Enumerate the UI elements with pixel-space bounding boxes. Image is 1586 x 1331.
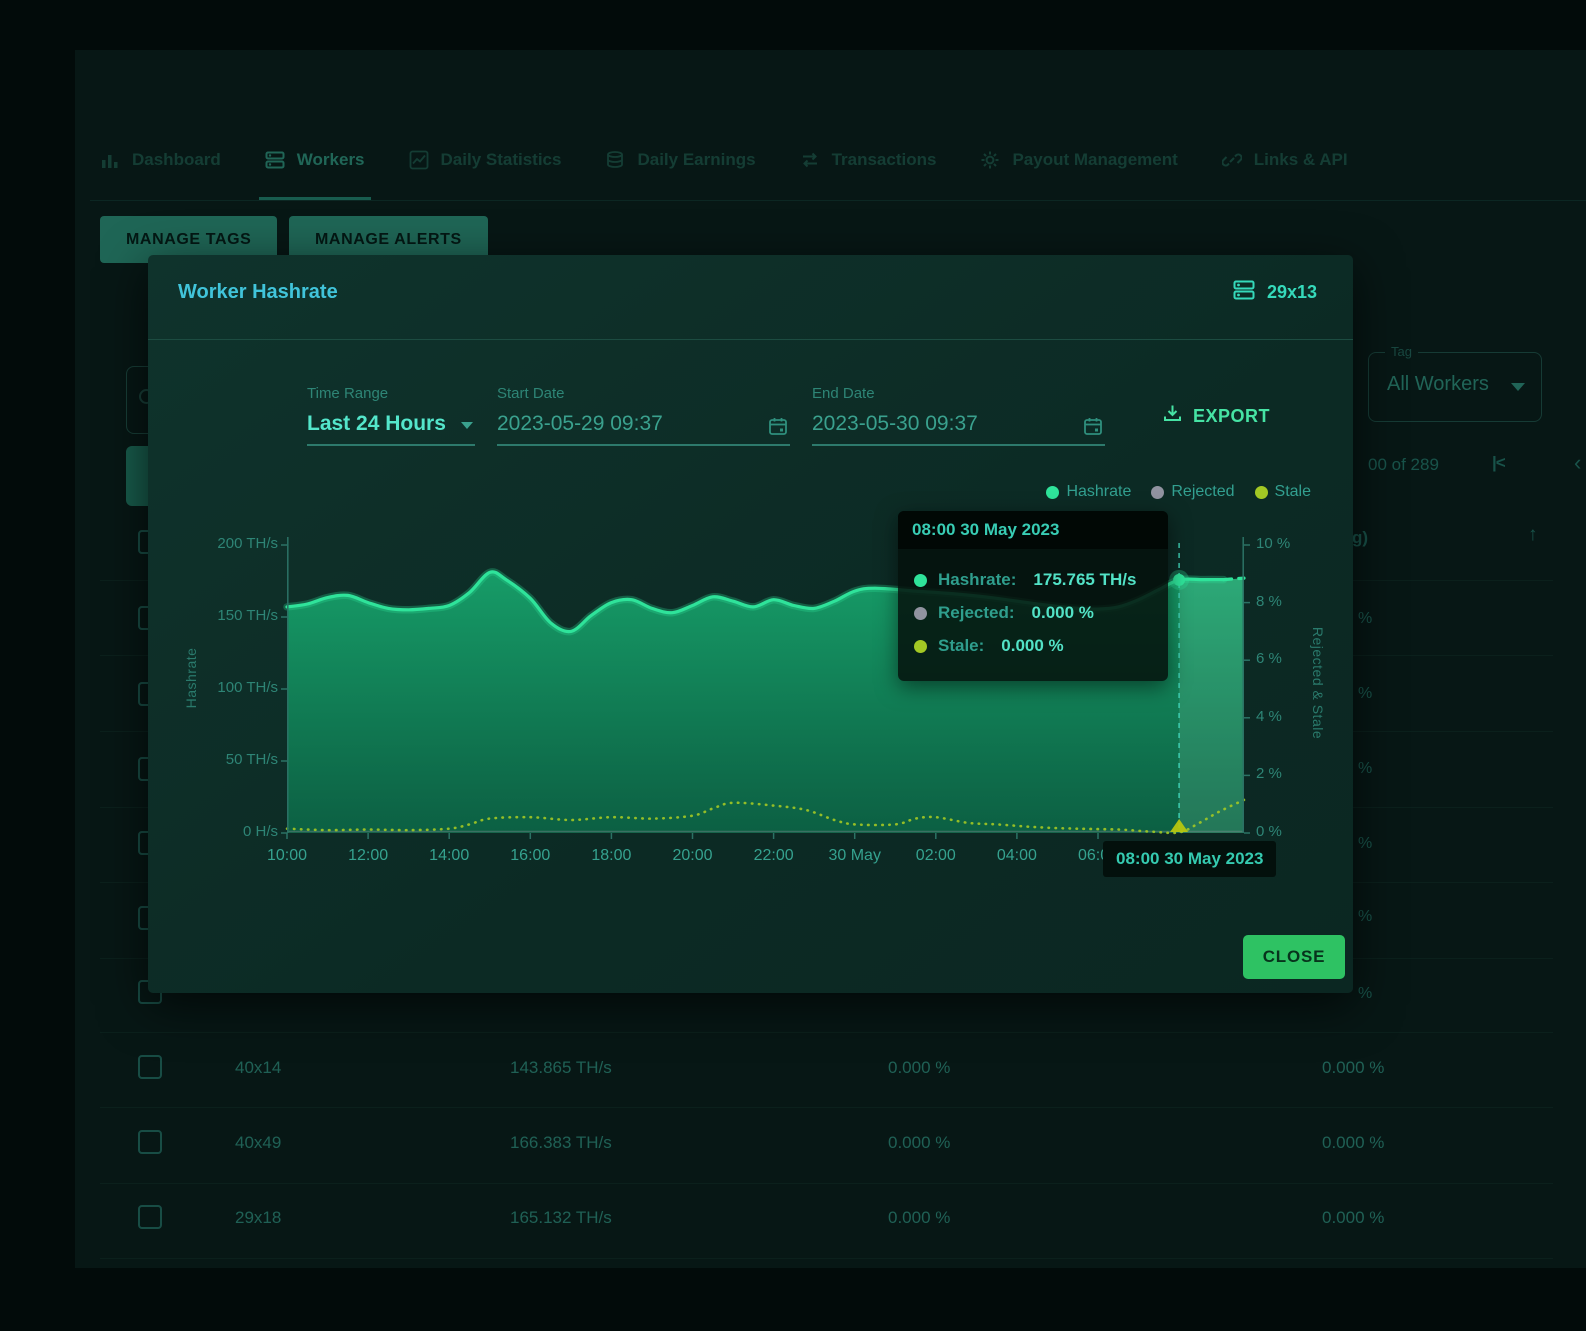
left-axis-tick: 0 H/s [242, 823, 278, 840]
right-axis-tick: 0 % [1256, 823, 1282, 840]
x-axis-tick: 30 May [828, 847, 881, 864]
export-button[interactable]: EXPORT [1162, 403, 1270, 429]
rejected-dot-icon [914, 606, 927, 620]
legend-label: Hashrate [1066, 483, 1132, 500]
left-axis-title: Hashrate [183, 647, 199, 709]
calendar-icon[interactable] [1083, 416, 1103, 436]
x-axis-tick: 14:00 [429, 847, 470, 864]
tooltip-row-rejected: Rejected: 0.000 % [914, 603, 1152, 623]
time-range-select[interactable]: Time Range Last 24 Hours [307, 385, 475, 446]
x-axis-tick: 10:00 [266, 847, 308, 864]
time-range-value: Last 24 Hours [307, 412, 446, 435]
start-date-label: Start Date [497, 385, 565, 402]
right-axis-tick: 10 % [1256, 535, 1291, 552]
left-axis-tick: 50 TH/s [225, 751, 278, 768]
legend-item-stale[interactable]: Stale [1254, 483, 1311, 501]
worker-chip: 29x13 [1233, 279, 1317, 306]
x-axis-tick: 16:00 [510, 847, 551, 864]
chevron-down-icon [461, 422, 473, 429]
left-axis-tick: 200 TH/s [217, 535, 278, 552]
right-axis-tick: 6 % [1256, 650, 1282, 668]
download-icon [1162, 403, 1183, 429]
right-axis-title: Rejected & Stale [1310, 626, 1326, 740]
start-date-field[interactable]: Start Date 2023-05-29 09:37 [497, 385, 790, 446]
end-date-value: 2023-05-30 09:37 [812, 412, 978, 435]
tooltip-title: 08:00 30 May 2023 [898, 511, 1168, 549]
end-date-field[interactable]: End Date 2023-05-30 09:37 [812, 385, 1105, 446]
x-axis-tick: 02:00 [915, 847, 956, 864]
stale-dot-icon [1254, 485, 1268, 499]
x-axis-tick: 04:00 [996, 847, 1037, 864]
x-axis-tick: 20:00 [672, 847, 713, 864]
x-axis-tick: 18:00 [591, 847, 632, 864]
legend-item-rejected[interactable]: Rejected [1151, 483, 1235, 501]
right-axis-tick: 8 % [1256, 592, 1282, 610]
modal-title: Worker Hashrate [178, 281, 338, 303]
start-date-value: 2023-05-29 09:37 [497, 412, 663, 435]
chart-legend: Hashrate Rejected Stale [1046, 483, 1311, 501]
tooltip-row-stale: Stale: 0.000 % [914, 636, 1152, 656]
left-axis-tick: 150 TH/s [217, 607, 278, 624]
end-date-label: End Date [812, 385, 875, 402]
right-axis-tick: 4 % [1256, 707, 1282, 725]
x-axis-tick: 22:00 [753, 847, 794, 864]
rejected-dot-icon [1151, 485, 1165, 499]
right-axis-tick: 2 % [1256, 765, 1282, 783]
server-icon [1233, 279, 1255, 306]
hashrate-dot-icon [1046, 485, 1060, 499]
modal-header-divider [148, 339, 1353, 340]
time-range-label: Time Range [307, 385, 389, 402]
x-axis-tick: 12:00 [348, 847, 389, 864]
legend-item-hashrate[interactable]: Hashrate [1046, 483, 1131, 501]
left-axis-tick: 100 TH/s [217, 679, 278, 696]
chart-tooltip: 08:00 30 May 2023 Hashrate: 175.765 TH/s… [898, 511, 1168, 681]
axis-tooltip: 08:00 30 May 2023 [1103, 841, 1277, 877]
stale-dot-icon [914, 639, 927, 653]
worker-hashrate-modal: Worker Hashrate 29x13 Time Range Last 24… [148, 255, 1353, 993]
tooltip-row-hashrate: Hashrate: 175.765 TH/s [914, 570, 1152, 590]
close-button[interactable]: CLOSE [1243, 935, 1345, 979]
hashrate-dot-icon [914, 573, 927, 587]
calendar-icon[interactable] [768, 416, 788, 436]
legend-label: Stale [1274, 483, 1311, 500]
worker-id: 29x13 [1266, 282, 1317, 302]
legend-label: Rejected [1171, 483, 1235, 500]
